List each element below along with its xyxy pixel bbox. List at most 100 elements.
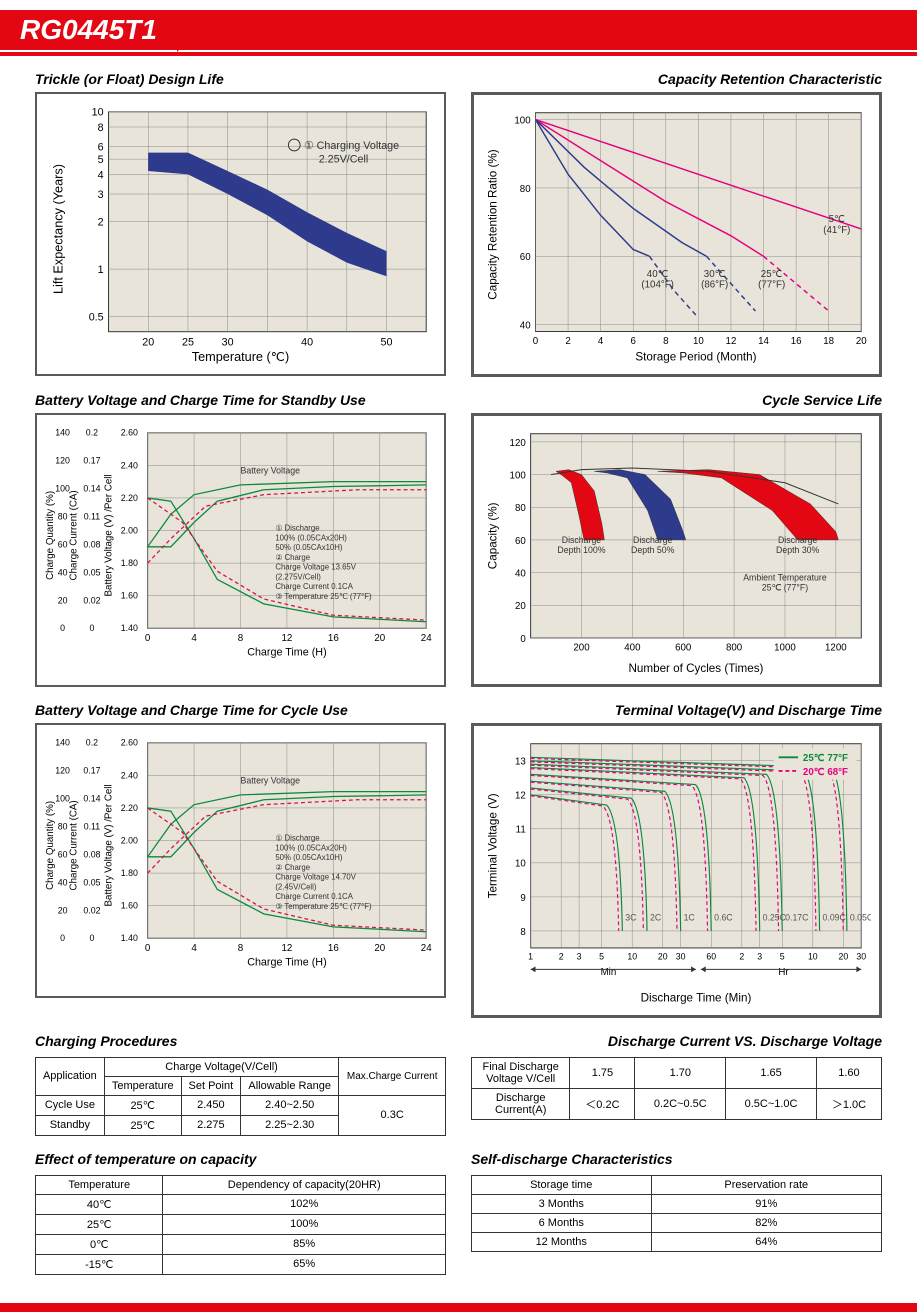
svg-text:50% (0.05CAx10H): 50% (0.05CAx10H) — [275, 543, 343, 552]
svg-text:100% (0.05CAx20H): 100% (0.05CAx20H) — [275, 844, 347, 853]
capacity-retention-chart: 5℃(41°F)25℃(77°F)30℃(86°F)40℃(104°F) Sto… — [471, 92, 882, 377]
svg-text:2.25V/Cell: 2.25V/Cell — [319, 154, 369, 166]
svg-text:40: 40 — [520, 321, 531, 332]
svg-text:Depth 100%: Depth 100% — [557, 544, 605, 554]
svg-text:0.2: 0.2 — [86, 738, 98, 748]
svg-text:0: 0 — [60, 934, 65, 944]
svg-text:50% (0.05CAx10H): 50% (0.05CAx10H) — [275, 853, 343, 862]
svg-text:0.25C: 0.25C — [763, 913, 786, 923]
svg-text:30: 30 — [222, 336, 234, 348]
svg-text:120: 120 — [510, 437, 527, 448]
svg-text:1200: 1200 — [825, 642, 847, 653]
svg-text:60: 60 — [515, 535, 526, 546]
svg-text:12: 12 — [281, 943, 292, 954]
svg-text:60: 60 — [520, 252, 531, 263]
svg-text:9: 9 — [520, 893, 525, 904]
svg-text:1: 1 — [98, 264, 104, 276]
svg-text:2: 2 — [565, 336, 570, 347]
svg-text:0: 0 — [89, 934, 94, 944]
svg-text:80: 80 — [520, 184, 531, 195]
svg-text:30: 30 — [676, 952, 686, 962]
svg-text:20: 20 — [856, 336, 867, 347]
svg-text:0.14: 0.14 — [83, 483, 100, 493]
svg-text:0.17: 0.17 — [83, 766, 100, 776]
svg-text:800: 800 — [726, 642, 743, 653]
svg-text:(77°F): (77°F) — [758, 280, 785, 291]
svg-text:20: 20 — [58, 595, 68, 605]
svg-text:(2.275V/Cell): (2.275V/Cell) — [275, 572, 321, 581]
svg-text:40℃: 40℃ — [647, 269, 669, 280]
svg-text:Charge Voltage 13.65V: Charge Voltage 13.65V — [275, 562, 356, 571]
cycle-use-chart: 0481216202402040608010012014000.020.050.… — [35, 723, 446, 997]
svg-text:0.5: 0.5 — [89, 311, 104, 323]
discharge-voltage-table: Final Discharge Voltage V/Cell 1.75 1.70… — [471, 1057, 882, 1120]
cycle-service-title: Cycle Service Life — [471, 392, 882, 408]
svg-text:30: 30 — [856, 952, 866, 962]
svg-text:120: 120 — [55, 766, 70, 776]
svg-text:2.60: 2.60 — [121, 427, 138, 437]
svg-text:0: 0 — [533, 336, 539, 347]
header-bar: RG0445T1 — [0, 10, 917, 50]
svg-text:Depth 30%: Depth 30% — [776, 544, 820, 554]
svg-text:0.11: 0.11 — [84, 511, 101, 521]
svg-text:24: 24 — [421, 633, 432, 644]
svg-text:12: 12 — [726, 336, 737, 347]
svg-text:(41°F): (41°F) — [823, 225, 850, 236]
capacity-retention-title: Capacity Retention Characteristic — [471, 71, 882, 87]
svg-text:4: 4 — [598, 336, 604, 347]
svg-text:2.20: 2.20 — [121, 803, 138, 813]
svg-text:60: 60 — [58, 850, 68, 860]
standby-chart: 0481216202402040608010012014000.020.050.… — [35, 413, 446, 687]
svg-text:20℃ 68°F: 20℃ 68°F — [803, 767, 848, 778]
svg-text:100: 100 — [510, 470, 527, 481]
svg-text:Charge Quantity (%): Charge Quantity (%) — [45, 801, 56, 890]
svg-text:0.17C: 0.17C — [785, 913, 808, 923]
svg-text:10: 10 — [92, 107, 104, 119]
svg-text:Battery Voltage (V) /Per Cell: Battery Voltage (V) /Per Cell — [103, 785, 114, 907]
svg-text:Capacity (%): Capacity (%) — [487, 502, 500, 569]
svg-text:Discharge: Discharge — [778, 535, 818, 545]
svg-text:200: 200 — [573, 642, 590, 653]
svg-text:8: 8 — [663, 336, 668, 347]
svg-text:② Charge: ② Charge — [275, 863, 310, 872]
svg-text:25℃ (77°F): 25℃ (77°F) — [762, 582, 808, 592]
tv-svg: 25℃ 77°F 20℃ 68°F 3C2C1C0.6C0.25C0.17C0.… — [482, 734, 871, 1006]
svg-text:25: 25 — [182, 336, 194, 348]
svg-text:0.11: 0.11 — [84, 822, 101, 832]
svg-text:Charge Current (CA): Charge Current (CA) — [68, 490, 79, 580]
svg-text:Min: Min — [601, 968, 617, 979]
svg-text:11: 11 — [516, 825, 526, 836]
svg-text:5: 5 — [599, 952, 604, 962]
svg-text:0.17: 0.17 — [83, 455, 100, 465]
svg-text:① Discharge: ① Discharge — [275, 834, 319, 843]
svg-text:Lift Expectancy (Years): Lift Expectancy (Years) — [52, 164, 66, 294]
svg-text:Number of Cycles (Times): Number of Cycles (Times) — [628, 662, 763, 675]
svg-text:② Charge: ② Charge — [275, 552, 310, 561]
svg-text:100: 100 — [514, 115, 531, 126]
svg-text:20: 20 — [374, 633, 385, 644]
cycle-use-title: Battery Voltage and Charge Time for Cycl… — [35, 702, 446, 718]
charging-procedures-table: Application Charge Voltage(V/Cell) Max.C… — [35, 1057, 446, 1136]
svg-text:1.40: 1.40 — [121, 623, 138, 633]
cycle-service-chart: DischargeDepth 100%DischargeDepth 50%Dis… — [471, 413, 882, 688]
svg-text:600: 600 — [675, 642, 692, 653]
cr-svg: 5℃(41°F)25℃(77°F)30℃(86°F)40℃(104°F) Sto… — [482, 103, 871, 366]
svg-text:6: 6 — [98, 142, 104, 154]
svg-text:20: 20 — [374, 943, 385, 954]
svg-text:100% (0.05CAx20H): 100% (0.05CAx20H) — [275, 533, 347, 542]
svg-text:0: 0 — [89, 623, 94, 633]
svg-text:Ambient Temperature: Ambient Temperature — [743, 572, 827, 582]
svg-text:8: 8 — [238, 943, 243, 954]
self-discharge-table: Storage timePreservation rate 3 Months91… — [471, 1175, 882, 1252]
svg-text:Discharge: Discharge — [562, 535, 602, 545]
terminal-chart: 25℃ 77°F 20℃ 68°F 3C2C1C0.6C0.25C0.17C0.… — [471, 723, 882, 1017]
svg-text:80: 80 — [58, 511, 68, 521]
svg-text:12: 12 — [515, 791, 526, 802]
cs-svg: DischargeDepth 100%DischargeDepth 50%Dis… — [482, 424, 871, 677]
svg-text:8: 8 — [520, 927, 525, 938]
svg-text:(2.45V/Cell): (2.45V/Cell) — [275, 883, 317, 892]
self-discharge-title: Self-discharge Characteristics — [471, 1151, 882, 1167]
svg-text:0.6C: 0.6C — [714, 913, 732, 923]
svg-text:18: 18 — [823, 336, 834, 347]
trickle-title: Trickle (or Float) Design Life — [35, 71, 446, 87]
